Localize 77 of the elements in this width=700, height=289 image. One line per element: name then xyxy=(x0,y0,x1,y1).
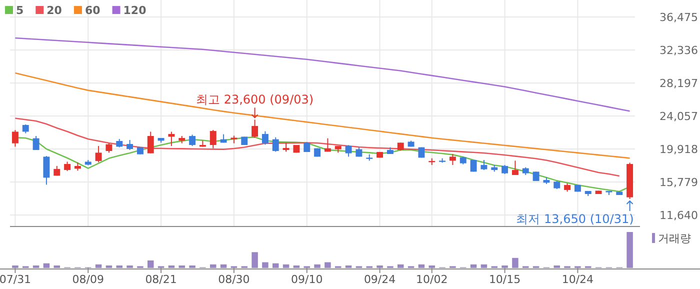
x-tick-label: 09/24 xyxy=(364,273,396,286)
x-tick-label: 10/02 xyxy=(416,273,448,286)
x-tick-label: 10/24 xyxy=(562,273,594,286)
bar xyxy=(502,265,508,268)
x-tick-label: 10/15 xyxy=(488,273,521,286)
bar xyxy=(54,265,60,268)
bar xyxy=(418,264,425,268)
candlestick xyxy=(345,144,352,158)
bar xyxy=(12,265,18,268)
bar xyxy=(95,264,102,268)
bar xyxy=(480,264,488,268)
bar xyxy=(314,264,320,268)
bar xyxy=(345,265,352,268)
candlestick xyxy=(147,131,154,154)
bar xyxy=(220,264,227,268)
candlestick xyxy=(210,130,216,149)
bar xyxy=(189,265,196,268)
candlestick xyxy=(502,164,508,174)
bar xyxy=(272,263,279,268)
bar xyxy=(32,265,40,268)
candlestick xyxy=(532,171,540,182)
y-tick-label: 15,779 xyxy=(660,176,698,189)
bar xyxy=(398,264,404,268)
candlestick xyxy=(95,145,102,163)
candlestick xyxy=(262,130,268,146)
bar xyxy=(428,265,435,268)
x-tick-label: 08/30 xyxy=(218,273,250,286)
x-tick-label: 08/21 xyxy=(145,273,177,286)
x-tick-label: 09/10 xyxy=(291,273,323,286)
bar xyxy=(116,265,122,268)
candlestick xyxy=(449,153,456,166)
candlestick xyxy=(272,136,279,152)
legend-label: 60 xyxy=(84,4,101,17)
bar xyxy=(262,262,268,268)
candlestick xyxy=(189,134,196,146)
bar xyxy=(252,252,258,268)
y-tick-label: 24,057 xyxy=(660,110,698,124)
candlestick xyxy=(12,130,18,148)
y-tick-label: 19,918 xyxy=(660,143,698,156)
candlestick xyxy=(43,155,50,186)
bar xyxy=(178,265,185,268)
annotation: 최고 23,600 (09/03) xyxy=(196,92,314,107)
bar xyxy=(282,264,290,268)
legend-label: 120 xyxy=(123,4,147,17)
bar xyxy=(210,264,216,268)
candlestick xyxy=(126,139,134,150)
bar xyxy=(376,265,383,268)
bar xyxy=(324,262,331,268)
candlestick xyxy=(106,142,112,154)
y-tick-label: 36,475 xyxy=(660,11,698,24)
candlestick xyxy=(512,160,518,176)
candlestick xyxy=(252,119,258,138)
candlestick xyxy=(64,161,71,172)
legend-label: 20 xyxy=(46,4,62,17)
bar xyxy=(554,265,560,268)
bar xyxy=(43,263,50,268)
candlestick xyxy=(32,135,40,150)
candlestick xyxy=(304,141,310,152)
y-tick-label: 32,336 xyxy=(660,44,698,57)
y-tick-label: 28,197 xyxy=(660,76,698,90)
legend-label: 거래량 xyxy=(658,232,691,245)
x-tick-label: 08/09 xyxy=(72,273,104,286)
annotation: 최저 13,650 (10/31) xyxy=(516,212,634,226)
bar xyxy=(106,265,112,268)
legend-label: 5 xyxy=(16,4,24,17)
bar xyxy=(470,264,477,268)
candlestick xyxy=(480,159,488,170)
candlestick xyxy=(168,131,175,146)
bar xyxy=(148,260,154,268)
bar xyxy=(168,265,175,268)
candlestick xyxy=(282,142,290,152)
bar xyxy=(512,258,518,268)
bar xyxy=(293,265,300,268)
y-tick-label: 11,640 xyxy=(660,209,698,222)
x-tick-label: 07/31 xyxy=(0,273,32,286)
bar xyxy=(626,232,633,268)
bar xyxy=(126,265,133,268)
